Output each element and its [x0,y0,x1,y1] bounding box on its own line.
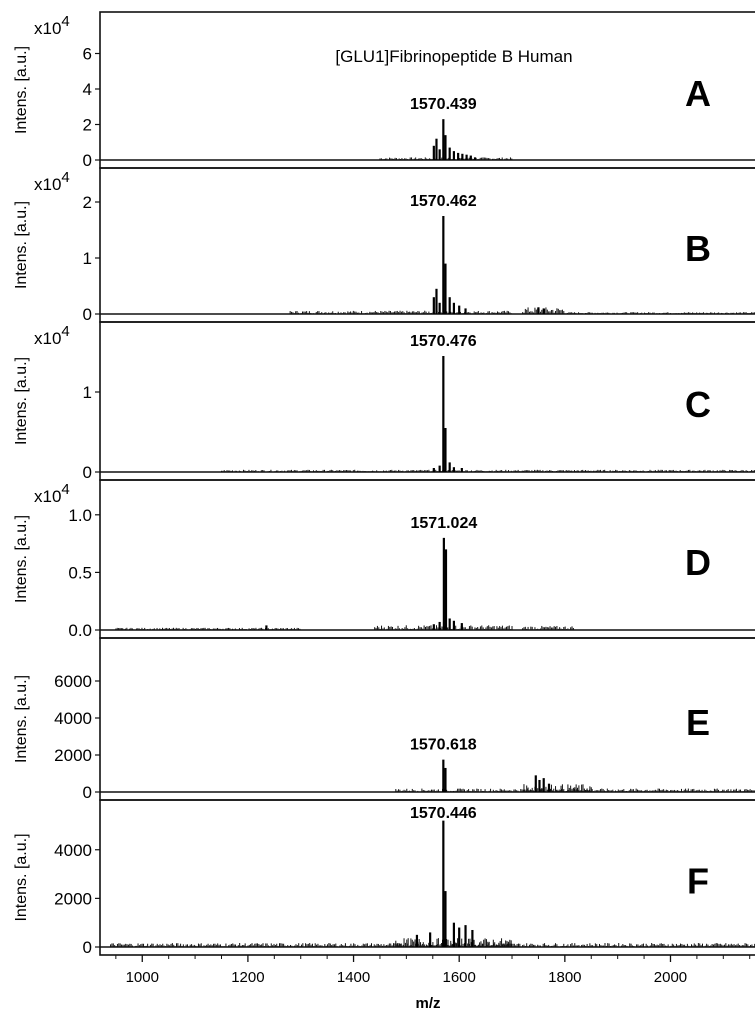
x-tick-label: 1200 [231,969,264,986]
panel-e: 0 2000 4000 6000 Intens. [a.u.] 1570.618 E [13,637,755,802]
y-scale-factor: x104 [34,169,70,194]
y-tick-label: 0.5 [68,563,92,582]
y-axis-label: Intens. [a.u.] [13,833,30,921]
panel-frame [99,637,755,801]
panel-letter: E [686,702,710,743]
panel-frame [99,11,755,169]
y-tick-label: 1 [83,383,92,402]
peak-label: 1570.618 [410,737,477,754]
y-tick-label: 2000 [54,889,92,908]
x-tick-label: 2000 [654,969,687,986]
y-axis-label: Intens. [a.u.] [13,515,30,603]
y-tick-label: 2 [83,193,92,212]
peak-label: 1570.446 [410,805,477,822]
y-tick-label: 4000 [54,841,92,860]
y-tick-label: 0 [83,305,92,324]
panel-f: 0 2000 4000 Intens. [a.u.] 1570.446 F [13,799,755,957]
y-scale-factor: x104 [34,13,70,38]
x-axis: 1000 1200 1400 1600 1800 2000 [115,955,751,986]
y-tick-label: 2000 [54,746,92,765]
y-tick-label: 0 [83,783,92,802]
y-tick-label: 6 [83,45,92,64]
y-tick-label: 4000 [54,709,92,728]
y-scale-factor: x104 [34,323,70,348]
x-tick-label: 1800 [548,969,581,986]
panel-letter: B [685,228,711,269]
x-tick-label: 1400 [337,969,370,986]
panel-letter: F [687,861,709,902]
x-axis-label: m/z [415,995,440,1012]
x-tick-label: 1000 [126,969,159,986]
peak-label: 1571.024 [411,515,478,532]
panel-frame [99,479,755,639]
y-axis-label: Intens. [a.u.] [13,357,30,445]
panel-frame [99,167,755,323]
figure-title: [GLU1]Fibrinopeptide B Human [335,47,572,66]
y-tick-label: 6000 [54,672,92,691]
panel-d: 0.0 0.5 1.0 Intens. [a.u.]x104 1571.024 D [13,479,755,640]
panel-frame [99,799,755,956]
y-tick-label: 4 [83,80,92,99]
y-axis-label: Intens. [a.u.] [13,201,30,289]
y-tick-label: 1.0 [68,506,92,525]
panel-letter: C [685,384,711,425]
peak-label: 1570.462 [410,193,477,210]
x-tick-label: 1600 [443,969,476,986]
y-tick-label: 0.0 [68,621,92,640]
panel-letter: A [685,73,711,114]
y-axis-label: Intens. [a.u.] [13,46,30,134]
y-tick-label: 0 [83,463,92,482]
panel-a: 0 2 4 6 Intens. [a.u.]x104 1570.439 A [13,11,755,170]
y-tick-label: 0 [83,151,92,170]
y-tick-label: 0 [83,938,92,957]
panel-c: 0 1 Intens. [a.u.]x104 1570.476 C [13,321,755,482]
panel-b: 0 1 2 Intens. [a.u.]x104 1570.462 B [13,167,755,324]
y-axis-label: Intens. [a.u.] [13,675,30,763]
y-tick-label: 1 [83,249,92,268]
panel-letter: D [685,542,711,583]
y-tick-label: 2 [83,116,92,135]
y-scale-factor: x104 [34,481,70,506]
peak-label: 1570.439 [410,96,477,113]
peak-label: 1570.476 [410,333,477,350]
